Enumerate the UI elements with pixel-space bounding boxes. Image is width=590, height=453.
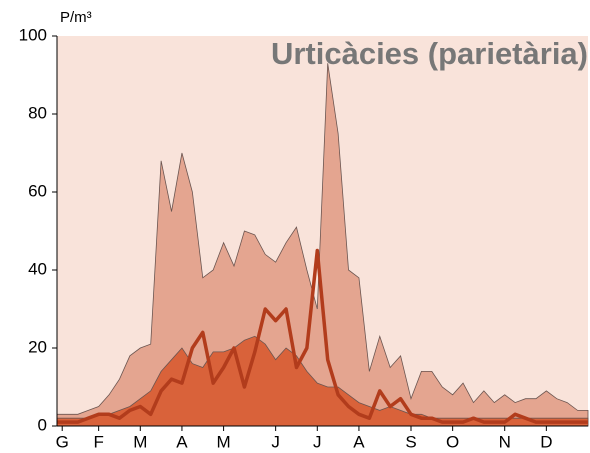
- x-tick-label: D: [540, 432, 552, 451]
- x-tick-label: J: [313, 432, 322, 451]
- x-tick-label: O: [446, 432, 459, 451]
- chart-title: Urticàcies (parietària): [271, 36, 588, 71]
- y-tick-label: 100: [19, 25, 47, 44]
- area: [56, 335, 589, 427]
- x-tick-label: F: [93, 432, 103, 451]
- x-tick-label: J: [271, 432, 280, 451]
- x-tick-label: M: [217, 432, 231, 451]
- x-tick-label: S: [405, 432, 416, 451]
- x-tick-label: G: [56, 432, 69, 451]
- area: [56, 63, 589, 427]
- x-tick-label: M: [133, 432, 147, 451]
- y-tick-label: 0: [38, 415, 47, 434]
- x-tick-label: A: [176, 432, 188, 451]
- x-tick-label: A: [353, 432, 365, 451]
- y-tick-label: 40: [28, 259, 47, 278]
- y-tick-label: 20: [28, 337, 47, 356]
- line: [57, 248, 588, 424]
- y-tick-label: 80: [28, 103, 47, 122]
- y-unit: P/m³: [60, 9, 92, 26]
- x-tick-label: N: [499, 432, 511, 451]
- y-tick-label: 60: [28, 181, 47, 200]
